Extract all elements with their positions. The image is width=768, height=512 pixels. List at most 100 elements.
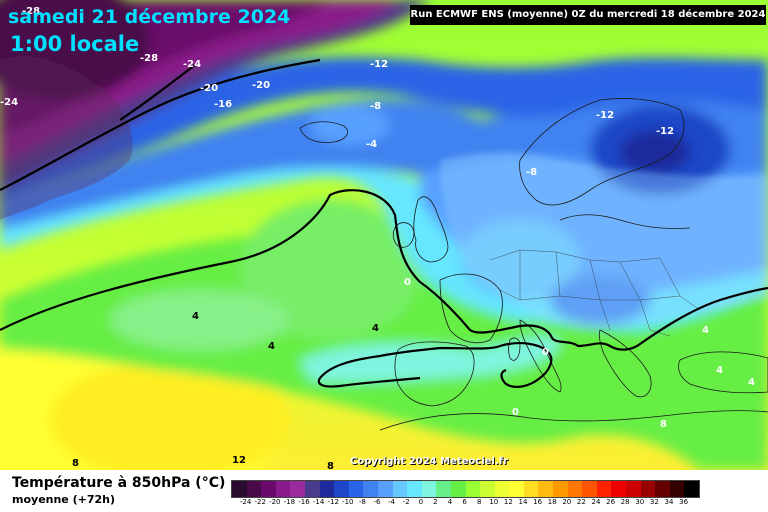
color-scale-tick-label: 4	[447, 498, 453, 506]
iso-label: -24	[0, 97, 18, 108]
color-scale-swatch	[553, 481, 568, 497]
iso-label: 4	[716, 365, 723, 376]
iso-label: -12	[596, 110, 614, 121]
iso-label: 0	[512, 407, 519, 418]
color-scale-tick-label: 34	[664, 498, 674, 506]
map-canvas: -28 -28 -24 -20 -20 -16 -24 -12 -8 -4 -1…	[0, 0, 768, 470]
color-scale-tick-label: 0	[418, 498, 424, 506]
color-scale-swatch	[596, 481, 612, 497]
color-scale-tick-label: 8	[476, 498, 482, 506]
variable-subtitle: moyenne (+72h)	[12, 493, 116, 506]
iso-label: -16	[214, 99, 232, 110]
iso-label: -28	[22, 6, 40, 17]
iso-label: 4	[748, 377, 755, 388]
color-scale-swatch	[494, 481, 510, 497]
color-scale-tick-label: -20	[269, 498, 281, 506]
iso-label: 4	[372, 323, 379, 334]
legend-footer: Température à 850hPa (°C) moyenne (+72h)…	[0, 470, 768, 512]
color-scale-swatch	[523, 481, 539, 497]
color-scale-tick-label: -18	[283, 498, 296, 506]
color-scale-swatch	[669, 481, 685, 497]
color-scale-swatch	[480, 481, 495, 497]
color-scale-swatch	[450, 481, 466, 497]
color-scale-tick-label: 32	[649, 498, 659, 506]
color-scale-tick-label: -2	[402, 498, 410, 506]
color-scale-tick-label: -22	[254, 498, 266, 506]
color-scale-tick-label: 26	[606, 498, 616, 506]
iso-label: -24	[183, 59, 201, 70]
iso-label: 4	[702, 325, 709, 336]
color-scale-tick-label: 12	[503, 498, 513, 506]
color-scale-tick-label: 10	[489, 498, 499, 506]
iso-label: 4	[268, 341, 275, 352]
color-scale-swatch	[392, 481, 408, 497]
iso-label: -8	[526, 167, 537, 178]
color-scale-swatch	[246, 481, 262, 497]
color-scale-swatch	[290, 481, 305, 497]
temperature-map: -28 -28 -24 -20 -20 -16 -24 -12 -8 -4 -1…	[0, 0, 768, 470]
coastlines	[299, 98, 768, 431]
iso-label: -20	[252, 80, 270, 91]
color-scale-swatch	[232, 481, 247, 497]
color-scale-swatch	[407, 481, 422, 497]
color-scale-tick-label: 30	[635, 498, 645, 506]
color-scale-tick-label: 24	[591, 498, 601, 506]
iso-label: -12	[656, 126, 674, 137]
iso-label: -20	[200, 83, 218, 94]
color-scale-tick-label: -6	[373, 498, 381, 506]
color-scale-tick-label: -10	[342, 498, 354, 506]
iso-label: 12	[232, 455, 246, 466]
color-scale-swatch	[465, 481, 481, 497]
color-scale-swatch	[626, 481, 641, 497]
color-scale-swatch	[261, 481, 276, 497]
color-scale-swatch	[436, 481, 451, 497]
iso-label: 8	[660, 419, 667, 430]
color-scale-swatch	[377, 481, 393, 497]
color-scale-swatch	[538, 481, 554, 497]
color-scale-tick-label: -12	[327, 498, 339, 506]
color-scale-tick-label: -14	[312, 498, 325, 506]
color-scale-swatch	[319, 481, 335, 497]
color-scale-tick-label: 18	[547, 498, 557, 506]
color-scale-tick-label: 2	[433, 498, 438, 506]
country-borders	[489, 249, 701, 337]
variable-title: Température à 850hPa (°C)	[12, 475, 226, 491]
color-scale-swatch	[640, 481, 656, 497]
iso-label: -28	[140, 53, 158, 64]
model-run-banner: Run ECMWF ENS (moyenne) 0Z du mercredi 1…	[410, 5, 766, 25]
color-scale-swatch	[611, 481, 627, 497]
color-scale-tick-label: -4	[388, 498, 396, 506]
color-scale-swatch	[363, 481, 378, 497]
isotherm-labels: -28 -28 -24 -20 -20 -16 -24 -12 -8 -4 -1…	[0, 6, 755, 470]
color-scale-tick-label: -24	[239, 498, 252, 506]
isotherm-contours	[0, 58, 768, 388]
color-scale-tick-label: -8	[358, 498, 366, 506]
color-scale-tick-label: 36	[679, 498, 689, 506]
color-scale-swatch	[421, 481, 437, 497]
forecast-date: samedi 21 décembre 2024	[8, 6, 291, 28]
forecast-local-time: 1:00 locale	[10, 32, 140, 56]
iso-label: 8	[327, 461, 334, 470]
iso-label: 0	[542, 347, 549, 358]
color-scale-swatch	[582, 481, 597, 497]
color-scale-swatch	[275, 481, 291, 497]
color-scale-swatch	[655, 481, 670, 497]
color-scale-tick-label: 28	[620, 498, 630, 506]
color-scale-swatch	[684, 481, 699, 497]
iso-label: 4	[192, 311, 199, 322]
color-scale-tick-label: -16	[298, 498, 310, 506]
color-scale-swatch	[348, 481, 364, 497]
iso-label: -4	[366, 139, 377, 150]
color-scale-tick-label: 16	[533, 498, 543, 506]
color-scale-swatch	[509, 481, 524, 497]
color-scale-swatch	[567, 481, 583, 497]
iso-label: -8	[370, 101, 381, 112]
color-scale	[231, 480, 700, 498]
iso-label: -12	[370, 59, 388, 70]
color-scale-swatch	[334, 481, 349, 497]
copyright-notice: Copyright 2024 Meteociel.fr	[350, 456, 508, 467]
color-scale-tick-label: 6	[462, 498, 467, 506]
color-scale-tick-label: 14	[518, 498, 528, 506]
color-scale-tick-label: 22	[576, 498, 586, 506]
